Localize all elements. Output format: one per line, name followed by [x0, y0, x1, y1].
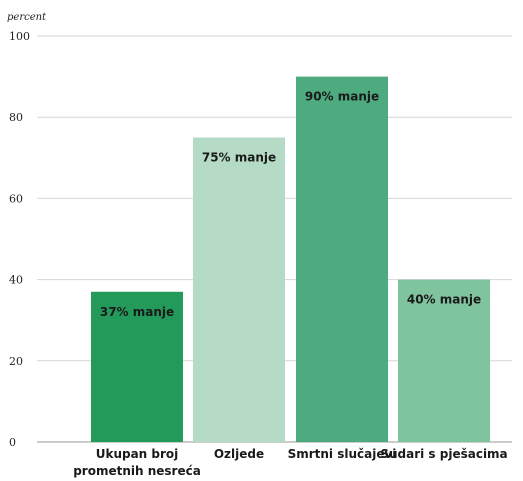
bar-data-label: 75% manje: [202, 151, 276, 165]
bar-data-labels: 37% manje 75% manje 90% manje 40% manje: [100, 90, 481, 319]
y-tick-label: 100: [9, 30, 30, 43]
category-label: Ukupan broj: [96, 447, 179, 461]
y-tick-label: 40: [9, 274, 23, 287]
y-tick-label: 60: [9, 192, 23, 205]
bar-data-label: 37% manje: [100, 305, 174, 319]
bar-data-label: 90% manje: [305, 90, 379, 104]
y-tick-label: 20: [9, 355, 23, 368]
y-tick-label: 80: [9, 111, 23, 124]
category-label: Sudari s pješacima: [380, 447, 507, 461]
y-axis-tick-labels: 0 20 40 60 80 100: [9, 30, 30, 449]
category-labels: Ukupan broj prometnih nesreća Ozljede Smrtn…: [73, 447, 507, 478]
bar: [398, 279, 490, 442]
bar: [193, 137, 285, 442]
y-axis-unit-label: percent: [7, 12, 47, 23]
category-label: Smrtni slučajevi: [288, 447, 397, 461]
bar: [296, 76, 388, 442]
bar-data-label: 40% manje: [407, 293, 481, 307]
bars: [91, 76, 490, 442]
y-tick-label: 0: [9, 436, 16, 449]
category-label: Ozljede: [214, 447, 264, 461]
category-label: prometnih nesreća: [73, 464, 201, 478]
bar: [91, 291, 183, 442]
